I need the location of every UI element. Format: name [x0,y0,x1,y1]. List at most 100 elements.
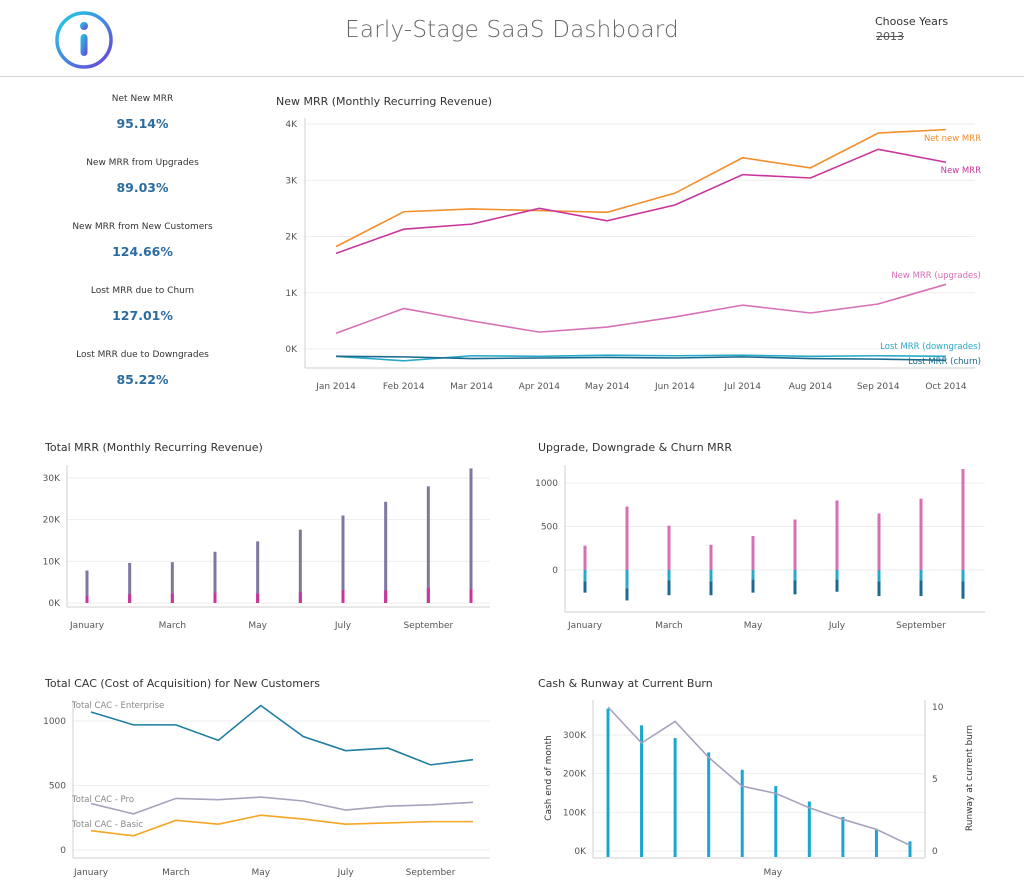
info-logo-icon [55,11,113,69]
x-tick-label: July [337,868,355,878]
chart-title-cac: Total CAC (Cost of Acquisition) for New … [45,677,321,690]
y2-axis-label: Runway at current burn [965,725,975,831]
series-line-runway [607,706,911,846]
bar-new-mrr [341,590,345,603]
chart-title-total-mrr: Total MRR (Monthly Recurring Revenue) [45,441,263,454]
bar-upgrades [667,525,671,570]
bar-new-mrr [170,593,174,603]
x-tick-label: May [251,868,270,878]
x-tick-label: Oct 2014 [925,382,967,392]
x-tick-label: May [744,621,763,631]
bar-cash [640,725,644,857]
x-tick-label: Mar 2014 [450,382,493,392]
bar-downgrades [583,570,587,582]
bar-downgrades [961,570,965,582]
x-tick-label: January [567,621,603,631]
bar-total-mrr [469,468,473,603]
bar-churn [877,581,881,597]
dashboard-header: Early-Stage SaaS Dashboard Choose Years … [0,0,1024,77]
bar-churn [919,580,923,597]
bar-total-mrr [298,529,302,603]
kpi-net-new-mrr: Net New MRR 95.14% [40,90,245,154]
x-tick-label: July [828,621,846,631]
x-tick-label: May 2014 [585,382,630,392]
x-tick-label: September [406,868,456,878]
bar-upgrades [961,469,965,570]
series-line [335,355,947,362]
x-tick-label: May [763,868,782,878]
y-tick-label: 0 [552,566,558,576]
bar-churn [793,580,797,595]
kpi-value: 95.14% [116,116,169,131]
bar-cash [707,752,711,857]
bar-downgrades [751,570,755,580]
bar-cash [807,801,811,857]
bar-cash [740,769,744,857]
y2-tick-label: 10 [932,703,944,713]
bar-total-mrr [384,501,388,603]
bar-total-mrr [213,551,217,603]
bar-new-mrr [469,589,473,603]
y-tick-label: 10K [43,557,61,567]
bar-cash [606,708,610,857]
bar-upgrades [583,545,587,570]
y2-tick-label: 0 [932,847,938,857]
bar-churn [583,581,587,593]
series-line [90,704,474,766]
y-tick-label: 0 [60,846,66,856]
bar-upgrades [793,519,797,570]
bar-cash [841,816,845,857]
bar-churn [751,579,755,593]
bar-new-mrr [426,588,430,603]
series-label: New MRR [941,166,981,176]
bar-total-mrr [341,515,345,603]
page-title: Early-Stage SaaS Dashboard [345,17,679,43]
year-filter-label: Choose Years [875,15,949,28]
kpi-new-customers: New MRR from New Customers 124.66% [40,218,245,282]
y-tick-label: 1000 [535,479,558,489]
x-tick-label: May [248,621,267,631]
bar-churn [625,588,629,601]
kpi-label: Net New MRR [111,94,174,104]
year-filter-value[interactable]: 2013 [876,30,904,43]
series-label: Total CAC - Pro [71,795,134,805]
series-line [335,148,947,255]
bar-upgrades [919,498,923,570]
kpi-churn: Lost MRR due to Churn 127.01% [40,282,245,346]
x-tick-label: September [403,621,453,631]
series-line [90,796,474,815]
bar-total-mrr [426,486,430,603]
y-tick-label: 0K [48,599,61,609]
y-tick-label: 4K [285,120,298,130]
chart-title-new-mrr: New MRR (Monthly Recurring Revenue) [276,95,493,108]
y-tick-label: 0K [285,345,298,355]
bar-total-mrr [170,562,174,603]
bar-churn [709,581,713,596]
y-tick-label: 1K [285,289,298,299]
kpi-upgrades: New MRR from Upgrades 89.03% [40,154,245,218]
bar-cash [774,786,778,857]
bar-downgrades [877,570,881,582]
bar-total-mrr [256,541,260,603]
series-label: New MRR (upgrades) [891,271,981,281]
bar-new-mrr [213,592,217,603]
bar-upgrades [877,513,881,570]
bar-downgrades [835,570,839,580]
y-tick-label: 2K [285,233,298,243]
y-tick-label: 100K [563,808,587,818]
x-tick-label: Jun 2014 [654,382,695,392]
x-tick-label: Jan 2014 [315,382,356,392]
bar-cash [874,829,878,857]
x-tick-label: September [896,621,946,631]
x-tick-label: March [159,621,186,631]
chart-title-cash-runway: Cash & Runway at Current Burn [538,677,713,690]
bar-total-mrr [128,563,132,603]
series-label: Lost MRR (churn) [908,357,981,367]
series-label: Lost MRR (downgrades) [880,342,981,352]
bar-total-mrr [85,570,89,603]
bar-new-mrr [85,595,89,603]
x-tick-label: January [73,868,109,878]
series-line [335,283,947,335]
bar-downgrades [625,570,629,589]
